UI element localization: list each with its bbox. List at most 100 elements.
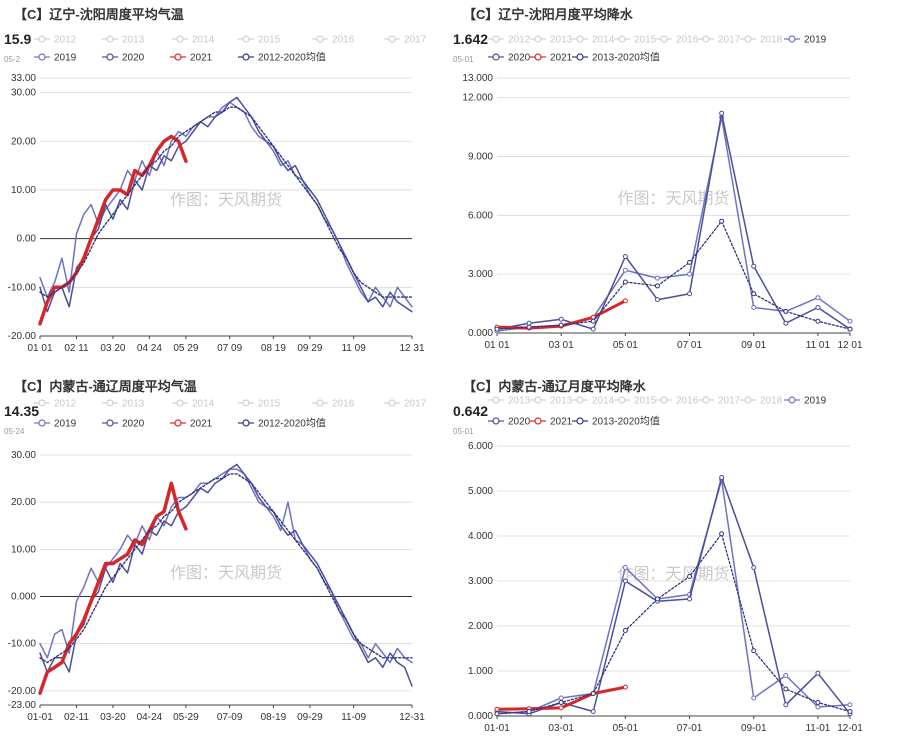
y-tick-label: 30.00 [11, 88, 36, 99]
y-tick-label: -23.00 [8, 700, 37, 711]
latest-value: 15.9 [4, 31, 32, 47]
series-line-2019 [496, 116, 851, 332]
data-point [719, 531, 725, 537]
y-tick-label: 6.000 [468, 441, 493, 452]
legend-marker [788, 35, 796, 43]
x-tick-label: 02-11 [64, 712, 89, 723]
legend-marker [576, 35, 584, 43]
legend-marker [388, 399, 396, 407]
legend-label: 2015 [258, 35, 281, 46]
y-tick-label: -20.00 [8, 686, 37, 697]
data-point [590, 709, 596, 714]
legend-label: 2017 [404, 35, 427, 46]
legend-marker [242, 35, 250, 43]
legend-marker [744, 35, 752, 43]
legend-label: 2013 [550, 396, 573, 407]
latest-value: 1.642 [453, 31, 489, 47]
legend-label: 2013-2020均值 [592, 415, 660, 428]
legend-label: 2021 [190, 419, 213, 430]
data-point [719, 218, 725, 224]
legend-marker [534, 417, 542, 425]
data-point [590, 314, 596, 320]
legend-label: 2020 [508, 53, 531, 64]
legend-marker [38, 419, 46, 427]
legend-marker [702, 396, 710, 404]
legend-label: 2013-2020均值 [592, 51, 660, 64]
y-tick-label: 13.000 [462, 73, 493, 84]
data-point [558, 695, 564, 701]
legend-label: 2019 [54, 53, 77, 64]
legend-marker [242, 399, 250, 407]
data-point [847, 326, 853, 332]
legend-label: 2020 [122, 53, 145, 64]
legend-label: 2014 [592, 35, 615, 46]
x-tick-label: 04-24 [137, 712, 163, 723]
data-point [654, 596, 660, 602]
legend-label: 2015 [258, 399, 281, 410]
y-tick-label: 2.000 [468, 621, 493, 632]
data-point [558, 705, 564, 711]
data-point [815, 704, 821, 710]
series-line-2012-2020均值 [39, 473, 413, 664]
chart-title: 【C】内蒙古-通辽月度平均降水 [463, 379, 646, 394]
legend-marker [388, 35, 396, 43]
legend-marker [702, 35, 710, 43]
y-tick-label: 10.00 [11, 544, 36, 555]
panel-tongliao-weekly-temp: 【C】内蒙古-通辽周度平均气温 14.35 05-24 30.00 20.00 10… [0, 372, 449, 745]
data-point [687, 574, 693, 579]
x-tick-label: 12 31 [399, 343, 424, 354]
legend-label: 2012-2020均值 [258, 51, 326, 64]
y-tick-label: 20.00 [11, 497, 36, 508]
series-line-2020 [39, 96, 413, 313]
data-point [783, 673, 789, 678]
chart-svg: 30.00 20.00 10.00 0.000 -10.00 -20.00 -23.0001… [8, 399, 427, 724]
data-point [847, 709, 853, 714]
x-tick-label: 07 01 [677, 340, 702, 351]
legend-label: 2013 [508, 396, 531, 407]
y-tick-label: 20.00 [11, 136, 36, 147]
latest-value: 0.642 [453, 403, 489, 419]
legend-marker [492, 53, 500, 61]
data-point [494, 706, 500, 712]
legend-label: 2016 [332, 399, 355, 410]
watermark: 作图：天风期货 [617, 564, 729, 583]
y-tick-label: 12.000 [462, 93, 493, 104]
y-tick-label: 33.00 [11, 73, 36, 84]
legend-label: 2012 [508, 35, 531, 46]
x-tick-label: 11-09 [341, 712, 366, 723]
legend-marker [788, 396, 796, 404]
panel-tongliao-monthly-precip: 【C】内蒙古-通辽月度平均降水 0.642 05-01 6.000 5.000 4.… [449, 372, 899, 745]
latest-value: 14.35 [4, 403, 40, 419]
x-tick-label: 03-20 [100, 712, 126, 723]
data-point [815, 295, 821, 301]
data-point [687, 259, 693, 265]
legend-marker [242, 419, 250, 427]
legend-label: 2021 [550, 417, 573, 428]
legend-marker [316, 35, 324, 43]
data-point [622, 628, 628, 633]
legend-label: 2015 [634, 35, 657, 46]
x-tick-label: 03 01 [549, 340, 574, 351]
legend-marker [106, 399, 114, 407]
legend-label: 2012 [54, 35, 77, 46]
data-point [815, 305, 821, 310]
chart-title: 【C】辽宁-沈阳月度平均降水 [463, 7, 633, 22]
data-point [654, 283, 660, 289]
x-tick-label: 08 19 [261, 343, 286, 354]
y-tick-label: 30.00 [11, 450, 36, 461]
legend-label: 2016 [676, 35, 699, 46]
legend-label: 2019 [804, 35, 827, 46]
legend-marker [576, 396, 584, 404]
legend-marker [38, 399, 46, 407]
y-tick-label: 0.00 [17, 234, 37, 245]
x-tick-label: 08-19 [261, 712, 287, 723]
x-tick-label: 01-01 [484, 723, 510, 734]
data-point [526, 709, 532, 714]
data-point [494, 326, 500, 332]
x-tick-label: 05-29 [173, 712, 199, 723]
data-point [751, 695, 757, 701]
y-tick-label: 9.000 [468, 151, 493, 162]
legend-label: 2020 [122, 419, 145, 430]
data-point [558, 322, 564, 328]
